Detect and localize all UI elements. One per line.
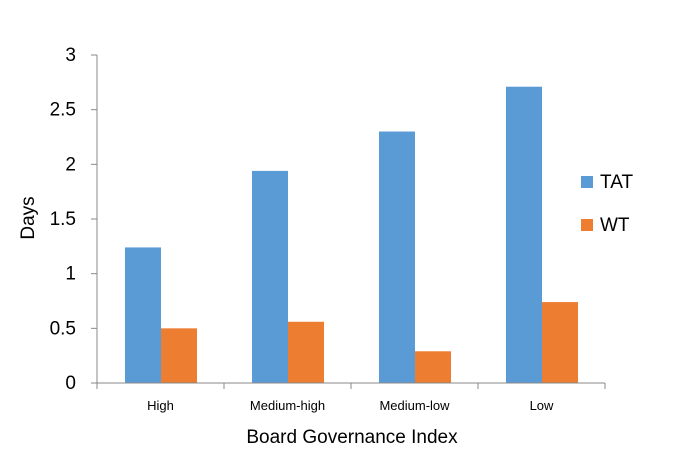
legend: TAT WT (581, 172, 633, 236)
bar-wt-medium-high (288, 321, 324, 383)
bar-wt-low (542, 302, 578, 383)
bars (125, 86, 578, 383)
y-tick-label: 3 (65, 45, 76, 66)
y-tick-label: 2.5 (50, 100, 76, 121)
y-tick-label: 2 (65, 154, 76, 175)
legend-swatch-wt (581, 219, 593, 231)
bar-tat-medium-high (252, 170, 288, 383)
x-tick-label: Medium-low (379, 398, 450, 413)
x-tick-label: High (147, 398, 174, 413)
bar-tat-low (506, 86, 542, 383)
y-tick-label: 1 (65, 264, 76, 285)
y-axis-title: Days (18, 196, 39, 239)
x-axis-ticks: High Medium-high Medium-low Low (96, 383, 606, 413)
y-tick-label: 0 (65, 373, 76, 394)
x-tick-label: Low (530, 398, 554, 413)
x-tick-label: Medium-high (250, 398, 325, 413)
bar-wt-medium-low (415, 351, 451, 383)
bar-tat-high (125, 247, 161, 383)
bar-tat-medium-low (379, 131, 415, 383)
y-tick-label: 1.5 (50, 209, 76, 230)
y-tick-label: 0.5 (50, 318, 76, 339)
legend-swatch-tat (581, 176, 593, 188)
bar-wt-high (161, 328, 197, 383)
legend-label-wt: WT (600, 215, 630, 236)
y-axis-ticks: 0 0.5 1 1.5 2 2.5 3 (50, 45, 97, 394)
x-axis-title: Board Governance Index (246, 427, 458, 448)
legend-label-tat: TAT (600, 172, 633, 193)
